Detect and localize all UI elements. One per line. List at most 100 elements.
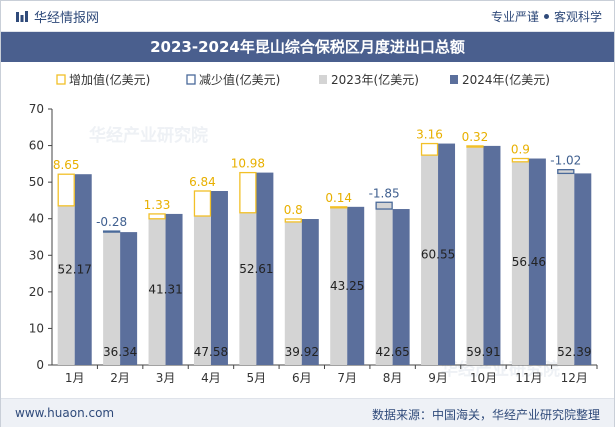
footer: www.huaon.com 数据来源：中国海关，华经产业研究院整理	[1, 398, 614, 427]
x-tick-label: 1月	[65, 371, 85, 385]
value-label-2024: 59.91	[466, 345, 500, 359]
value-label-2024: 52.39	[557, 345, 591, 359]
data-source: 数据来源：中国海关，华经产业研究院整理	[371, 408, 600, 422]
y-tick-label: 60	[29, 139, 44, 153]
bar-2024	[210, 190, 228, 365]
legend-item-decrease: 减少值(亿美元)	[186, 72, 280, 87]
change-box-decrease	[375, 201, 393, 210]
brand[interactable]: 华经情报网	[15, 7, 99, 26]
bar-2023	[330, 207, 348, 365]
value-label-2024: 42.65	[375, 345, 409, 359]
change-box-increase	[420, 142, 439, 156]
x-tick-label: 8月	[383, 371, 403, 385]
legend-decrease-label: 减少值(亿美元)	[199, 72, 280, 87]
y-tick-label: 0	[36, 358, 44, 372]
bar-2023	[511, 161, 529, 365]
x-tick-label: 11月	[515, 371, 542, 385]
bar-2023	[421, 155, 439, 365]
top-bar: 华经情报网 专业严谨 客观科学	[1, 1, 614, 32]
value-label-2024: 52.61	[239, 262, 273, 276]
change-label-decrease: -1.02	[550, 154, 581, 168]
bar-2024	[528, 158, 546, 365]
data-labels: 8.65 52.17 -0.28 36.34 1.33 41.31 6.84 47.58 10.…	[53, 128, 592, 359]
legend-increase-label: 增加值(亿美元)	[69, 72, 150, 87]
value-label-2024: 36.34	[103, 345, 137, 359]
change-label-decrease: -0.28	[96, 215, 127, 229]
legend-2024-swatch	[450, 75, 458, 84]
y-tick-label: 40	[29, 212, 44, 226]
y-tick-label: 50	[29, 175, 44, 189]
bar-2023	[466, 147, 484, 365]
bar-2024	[165, 213, 183, 365]
x-tick-label: 3月	[156, 371, 176, 385]
value-label-2024: 43.25	[330, 279, 364, 293]
change-label-increase: 3.16	[416, 128, 443, 142]
change-box-increase	[284, 218, 302, 223]
change-label-increase: 0.8	[284, 203, 303, 217]
tagline: 专业严谨 客观科学	[491, 8, 602, 25]
value-label-2024: 47.58	[194, 345, 228, 359]
legend-item-2023: 2023年(亿美元)	[319, 72, 419, 87]
bar-2024	[438, 143, 456, 365]
change-label-increase: 8.65	[53, 158, 80, 172]
value-label-2024: 52.17	[58, 263, 92, 277]
tagline-left: 专业严谨	[490, 10, 539, 24]
bar-2024	[347, 206, 365, 365]
x-tick-label: 6月	[292, 371, 312, 385]
change-label-increase: 10.98	[231, 157, 265, 171]
bar-2024	[574, 173, 592, 365]
x-tick-label: 5月	[247, 371, 267, 385]
site-url[interactable]: www.huaon.com	[15, 406, 115, 420]
bar-2023	[103, 231, 121, 365]
change-label-increase: 0.14	[325, 191, 352, 205]
bar-2024	[483, 145, 501, 365]
y-tick-label: 30	[29, 248, 44, 262]
value-label-2024: 56.46	[512, 255, 546, 269]
change-box-decrease	[102, 230, 121, 233]
title-bar: 2023-2024年昆山综合保税区月度进出口总额	[1, 32, 614, 62]
change-label-increase: 6.84	[189, 175, 216, 189]
bar-2023	[284, 221, 302, 365]
legend-item-2024: 2024年(亿美元)	[450, 72, 550, 87]
legend-increase-swatch	[56, 74, 66, 85]
x-tick-label: 10月	[470, 371, 497, 385]
y-tick-label: 10	[29, 321, 44, 335]
value-label-2024: 60.55	[421, 247, 455, 261]
change-label-increase: 0.32	[462, 130, 489, 144]
change-label-increase: 1.33	[144, 198, 171, 212]
y-tick-label: 70	[29, 102, 44, 116]
change-box-increase	[148, 213, 166, 220]
bars	[57, 142, 592, 365]
separator-dot-icon	[543, 14, 549, 19]
y-tick-label: 20	[29, 285, 44, 299]
bar-2024	[392, 209, 410, 365]
brand-name: 华经情报网	[34, 11, 100, 26]
brand-logo-icon	[16, 11, 28, 22]
bar-2024	[256, 172, 274, 365]
watermark-brand: 华经产业研究院	[89, 125, 208, 146]
change-box-increase	[193, 190, 212, 217]
bar-2024	[301, 219, 319, 365]
bar-2023	[557, 169, 575, 365]
legend-2023-swatch	[319, 75, 327, 84]
legend: 增加值(亿美元) 减少值(亿美元) 2023年(亿美元) 2024年(亿美元)	[56, 72, 550, 87]
tagline-right: 客观科学	[553, 10, 602, 24]
x-tick-label: 12月	[561, 371, 588, 385]
legend-2024-label: 2024年(亿美元)	[462, 72, 550, 87]
bar-2024	[74, 174, 92, 365]
legend-2023-label: 2023年(亿美元)	[331, 72, 419, 87]
axes: 0 10 20 30 40 50 60 70 1月 2月 3月 4月 5月 6月 7月 8月 9月 10月 11月 1…	[29, 102, 598, 385]
change-label-increase: 0.9	[511, 143, 530, 157]
bar-2023	[375, 202, 393, 365]
x-tick-label: 4月	[201, 371, 221, 385]
bar-2023	[148, 218, 166, 365]
legend-decrease-swatch	[186, 74, 196, 85]
change-box-increase	[511, 157, 530, 163]
chart-area: 增加值(亿美元) 减少值(亿美元) 2023年(亿美元) 2024年(亿美元) …	[29, 72, 598, 385]
bar-2023	[193, 216, 211, 365]
change-box-increase	[57, 173, 75, 207]
bar-2023	[57, 205, 75, 365]
x-tick-label: 2月	[110, 371, 130, 385]
change-box-increase	[330, 206, 348, 209]
